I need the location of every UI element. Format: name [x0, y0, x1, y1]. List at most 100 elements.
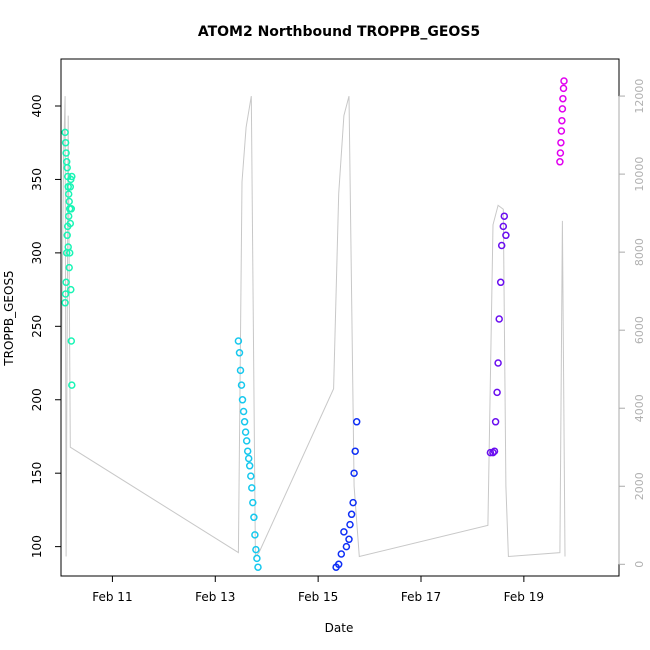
- data-point: [491, 418, 500, 426]
- data-point: [65, 249, 74, 257]
- data-point: [251, 531, 259, 539]
- x-tick-label: Feb 13: [195, 590, 235, 604]
- right-tick-label: 8000: [633, 238, 646, 266]
- right-tick-label: 4000: [633, 394, 646, 422]
- data-point: [497, 241, 506, 250]
- data-point: [242, 437, 251, 445]
- data-point: [557, 138, 565, 147]
- data-point: [239, 407, 248, 416]
- data-point: [351, 447, 359, 455]
- right-axis: 0 2000 4000 6000 8000 10000 12000: [618, 79, 646, 568]
- data-point: [340, 528, 348, 536]
- data-point: [235, 349, 244, 357]
- data-point: [249, 498, 257, 507]
- data-point: [495, 315, 503, 323]
- data-point: [342, 542, 351, 551]
- data-point: [556, 158, 564, 166]
- data-point: [247, 472, 255, 480]
- data-point: [64, 243, 72, 251]
- data-point: [346, 520, 354, 529]
- right-tick-label: 2000: [633, 472, 646, 500]
- y-tick-label: 150: [30, 462, 44, 485]
- x-tick-label: Feb 11: [92, 590, 132, 604]
- data-point: [253, 554, 261, 563]
- data-point: [337, 550, 346, 558]
- data-point: [486, 448, 495, 457]
- series-3: [332, 418, 361, 571]
- data-point: [238, 396, 247, 404]
- data-point: [489, 448, 497, 457]
- data-point: [61, 128, 69, 137]
- data-point: [559, 94, 567, 103]
- data-point: [236, 366, 245, 375]
- data-point: [68, 381, 76, 389]
- series-2: [234, 337, 262, 571]
- y-tick-label: 300: [30, 241, 44, 264]
- data-point: [494, 359, 502, 367]
- data-point: [352, 418, 361, 426]
- data-point: [559, 84, 568, 93]
- plot-frame: [60, 58, 620, 577]
- data-point: [67, 285, 75, 294]
- series-5: [556, 77, 568, 166]
- right-tick-label: 12000: [633, 79, 646, 114]
- data-point: [61, 299, 69, 307]
- plot-area: [60, 58, 620, 577]
- data-point: [61, 138, 70, 147]
- data-point: [67, 337, 76, 345]
- data-point: [240, 418, 249, 426]
- data-point: [65, 197, 73, 206]
- chart-title: ATOM2 Northbound TROPPB_GEOS5: [198, 24, 480, 40]
- data-point: [334, 560, 343, 569]
- data-point: [248, 484, 256, 492]
- data-point: [62, 149, 70, 157]
- data-point: [244, 454, 253, 463]
- data-point: [254, 563, 262, 571]
- data-point: [558, 105, 567, 113]
- data-point: [67, 205, 76, 213]
- y-tick-label: 200: [30, 388, 44, 411]
- right-tick-label: 10000: [633, 157, 646, 192]
- data-point: [560, 77, 568, 85]
- data-point: [557, 127, 566, 135]
- x-axis: Feb 11 Feb 13 Feb 15 Feb 17 Feb 19: [92, 575, 544, 604]
- data-point: [493, 388, 501, 397]
- data-point: [350, 469, 358, 477]
- data-point: [237, 381, 246, 389]
- data-point: [68, 172, 76, 181]
- altitude-trace-line: [60, 95, 566, 558]
- y-tick-label: 350: [30, 168, 44, 191]
- data-point: [62, 278, 70, 287]
- right-tick-label: 6000: [633, 316, 646, 344]
- x-tick-label: Feb 19: [504, 590, 544, 604]
- x-axis-label: Date: [325, 621, 354, 635]
- data-point: [558, 116, 566, 125]
- data-point: [252, 545, 260, 554]
- data-point: [250, 513, 258, 522]
- data-point: [234, 337, 243, 345]
- data-point: [66, 183, 75, 191]
- data-point: [245, 462, 254, 470]
- data-point: [556, 149, 565, 157]
- data-point: [241, 428, 250, 436]
- data-point: [349, 498, 357, 507]
- right-tick-label: 0: [633, 561, 646, 568]
- y-tick-label: 400: [30, 95, 44, 118]
- x-tick-label: Feb 17: [401, 590, 441, 604]
- data-point: [502, 231, 510, 240]
- data-point: [490, 447, 499, 455]
- y-tick-label: 100: [30, 535, 44, 558]
- data-point: [61, 290, 70, 298]
- altitude-trace-layer: [60, 95, 566, 558]
- y-axis: 100 150 200 250 300 350 400: [30, 95, 62, 558]
- data-point: [64, 190, 73, 198]
- y-axis-label: TROPPB_GEOS5: [2, 270, 16, 366]
- x-tick-label: Feb 15: [298, 590, 338, 604]
- data-point: [66, 219, 75, 228]
- data-point: [64, 212, 73, 220]
- data-point: [65, 263, 73, 272]
- data-point: [500, 212, 509, 220]
- data-point: [63, 231, 71, 240]
- data-point: [499, 222, 508, 231]
